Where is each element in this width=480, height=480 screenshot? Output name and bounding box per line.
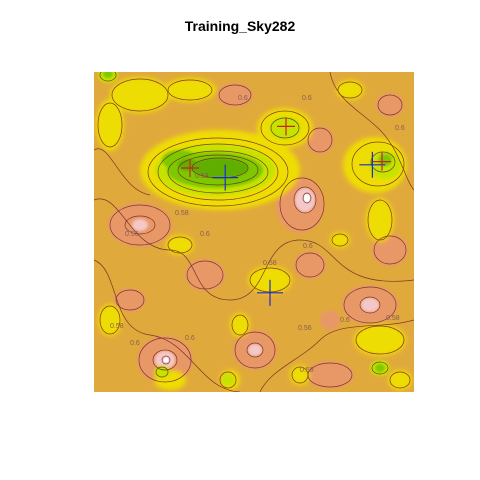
white-peaks [163, 194, 310, 363]
contour-label: 0.6 [238, 95, 248, 102]
contour-label: 0.6 [395, 125, 405, 132]
contour-label: 0.58 [110, 323, 124, 330]
heatmap-area: 0.58 0.6 0.6 0.58 0.56 0.6 0.58 0.6 0.58 0.6 0.6 0.… [94, 72, 414, 392]
contour-label: 0.6 [200, 231, 210, 238]
contour-label: 0.6 [302, 95, 312, 102]
contour-label: 0.58 [300, 367, 314, 374]
contour-label: 0.58 [263, 260, 277, 267]
contour-label: 0.6 [185, 335, 195, 342]
contour-label: 0.6 [130, 340, 140, 347]
contour-label: 0.6 [303, 243, 313, 250]
contour-lines [94, 72, 414, 392]
contour-label: 0.58 [386, 315, 400, 322]
red-cross-marker [181, 159, 199, 177]
blue-cross-marker [257, 279, 283, 306]
blue-cross-marker [212, 164, 239, 191]
contour-label: 0.58 [195, 173, 209, 180]
chart-title: Training_Sky282 [184, 18, 296, 34]
red-cross-marker [277, 117, 295, 136]
contour-labels: 0.58 0.6 0.6 0.58 0.56 0.6 0.58 0.6 0.58 0.6 0.6 0.… [110, 95, 405, 374]
contour-label: 0.58 [175, 210, 189, 217]
cross-markers [181, 117, 391, 306]
contour-label: 0.6 [340, 317, 350, 324]
blue-cross-marker [359, 151, 386, 178]
red-cross-marker [373, 152, 391, 171]
contour-label: 0.56 [125, 231, 139, 238]
contour-label: 0.56 [298, 325, 312, 332]
